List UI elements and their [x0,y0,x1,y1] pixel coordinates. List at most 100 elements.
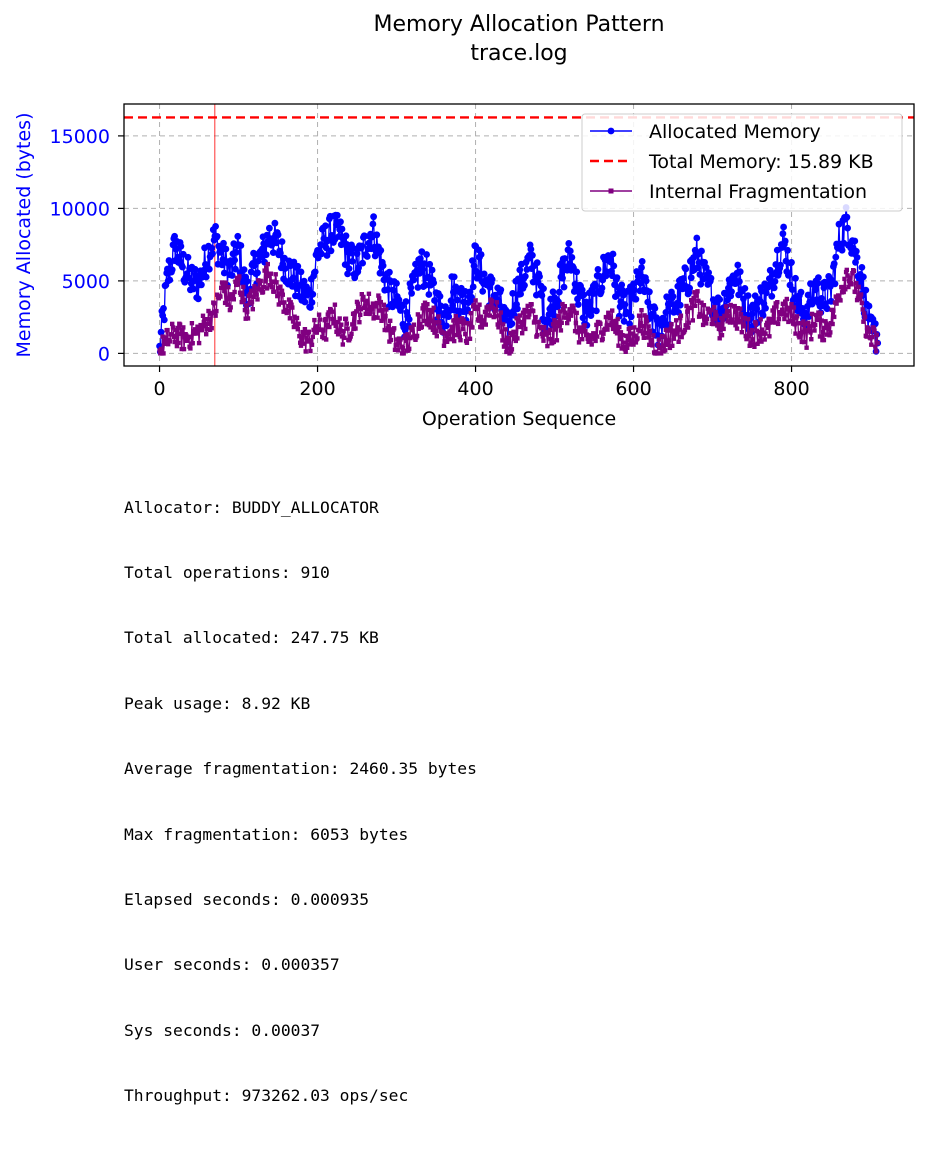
data-point [573,268,581,276]
stat-elapsed-seconds: Elapsed seconds: 0.000935 [124,889,370,909]
data-point [587,338,593,343]
data-point [647,328,653,334]
data-point [629,339,635,344]
data-point [289,274,297,282]
data-point [866,329,872,334]
data-point [419,324,424,330]
data-point [862,315,868,320]
data-point [344,321,349,326]
data-point [813,322,818,328]
data-point [368,310,373,315]
data-point [550,322,556,327]
data-point [527,309,533,314]
data-point [381,302,387,307]
data-point [825,322,831,327]
data-point [318,250,325,258]
data-point [497,286,505,294]
data-point [267,273,272,279]
data-point [403,333,408,338]
data-point [299,336,304,342]
data-point [775,321,781,327]
data-point [781,312,786,317]
data-point [449,324,454,329]
x-tick-label: 200 [299,378,335,400]
data-point [213,313,218,318]
data-point [221,284,226,290]
data-point [271,219,279,227]
data-point [786,319,791,325]
data-point [397,340,402,345]
data-point [433,328,439,334]
data-point [784,246,791,254]
data-point [276,302,281,307]
data-point [782,316,787,322]
data-point [683,323,688,328]
data-point [826,326,831,331]
data-point [838,298,843,303]
data-point [233,279,238,284]
data-point [670,343,675,348]
data-point [717,336,722,341]
data-point [340,342,345,347]
series-layer [156,204,882,356]
data-point [322,222,329,230]
data-point [166,276,174,284]
data-point [358,312,363,317]
data-point [850,271,855,276]
data-point [288,300,293,305]
data-point [783,299,788,304]
data-point [446,332,451,337]
data-point [474,306,480,312]
x-tick-label: 0 [154,378,166,400]
data-point [875,340,880,346]
data-point [202,324,207,329]
data-point [527,312,532,317]
data-point [258,278,263,284]
data-point [699,300,704,305]
data-point [485,312,490,318]
data-point [345,326,350,331]
data-point [617,324,622,330]
data-point [836,293,841,298]
data-point [392,326,397,331]
data-point [621,301,629,308]
data-point [635,336,640,341]
legend-item-fragmentation: Internal Fragmentation [590,181,867,203]
data-point [466,288,474,296]
data-point [662,309,670,316]
data-point [771,317,776,322]
data-point [561,255,569,262]
data-point [198,281,205,289]
data-point [765,325,770,330]
x-tick-label: 600 [615,378,651,400]
data-point [437,325,443,330]
data-point [290,305,295,310]
data-point [379,262,387,269]
data-point [303,349,308,354]
data-point [269,249,277,256]
data-point [258,245,266,253]
data-point [316,312,322,317]
data-point [416,326,421,331]
data-point [753,305,761,313]
data-point [842,276,847,282]
data-point [377,247,385,254]
data-point [208,244,216,252]
data-point [405,332,410,337]
data-point [298,343,304,348]
data-point [519,319,524,325]
data-point [744,336,749,342]
data-point [714,313,719,318]
data-point [211,301,217,306]
data-point [353,250,361,258]
data-point [587,312,595,319]
data-point [450,273,458,281]
data-point [873,349,879,354]
data-point [815,317,820,323]
data-point [245,316,251,321]
data-point [503,327,508,332]
data-point [561,306,566,311]
data-point [297,268,305,276]
data-point [610,326,616,332]
data-point [853,254,861,261]
